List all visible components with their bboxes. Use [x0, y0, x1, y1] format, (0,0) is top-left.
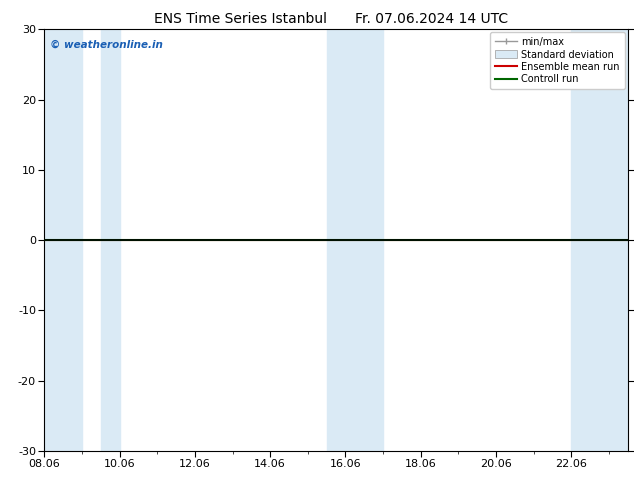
Legend: min/max, Standard deviation, Ensemble mean run, Controll run: min/max, Standard deviation, Ensemble me… [490, 32, 624, 89]
Bar [44, 29, 82, 451]
Text: © weatheronline.in: © weatheronline.in [50, 40, 163, 50]
Text: ENS Time Series Istanbul: ENS Time Series Istanbul [155, 12, 327, 26]
Bar [571, 29, 628, 451]
Bar [101, 29, 120, 451]
Text: Fr. 07.06.2024 14 UTC: Fr. 07.06.2024 14 UTC [354, 12, 508, 26]
Bar [327, 29, 383, 451]
